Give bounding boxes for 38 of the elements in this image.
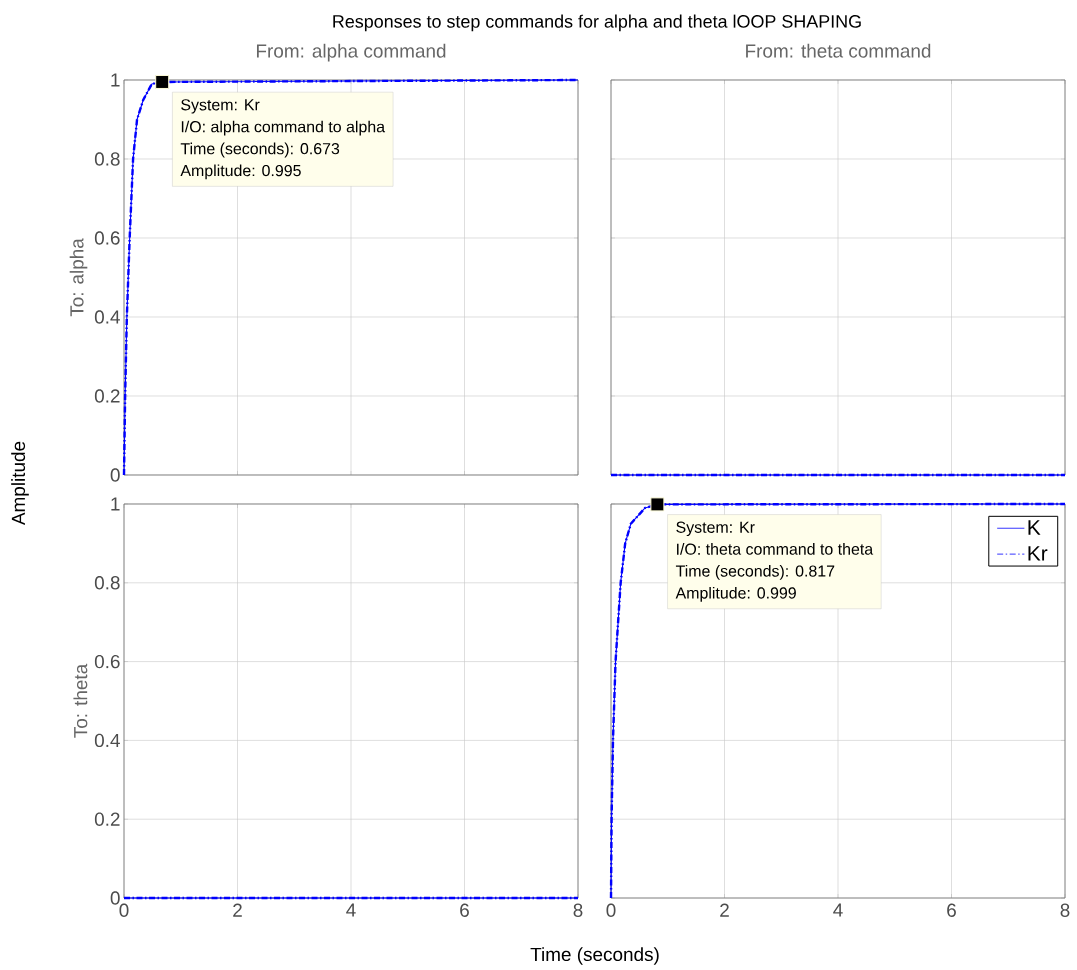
y-tick-label: 0.6: [94, 654, 120, 669]
text: Responses to step commands for alpha and theta lOOP SHAPING: [333, 14, 861, 32]
legend-label: Kr: [1028, 546, 1048, 561]
chart-title: From: theta command: [746, 43, 931, 58]
y-tick-label: 0.2: [94, 389, 120, 403]
annotation: I/O: theta command to theta: [677, 543, 874, 555]
x-tick-label: 2: [233, 903, 242, 917]
chart-title: From: alpha command: [256, 43, 446, 62]
text: Time (seconds): [530, 947, 659, 965]
x-tick-label: 4: [346, 903, 356, 917]
x-tick-label: 4: [833, 903, 843, 917]
annotation: I/O: alpha command to alpha: [181, 120, 386, 136]
annotation: Time (seconds): 0.817: [675, 565, 835, 580]
annotation: System: Kr: [181, 99, 260, 114]
annotation: Time (seconds): 0.673: [180, 142, 340, 158]
x-tick-label: 0: [606, 903, 616, 917]
text: Amplitude: [11, 441, 29, 526]
y-axis-title: To: theta: [73, 663, 88, 738]
y-tick-label: 1: [111, 73, 120, 87]
x-tick-label: 6: [460, 903, 469, 917]
y-tick-label: 0: [110, 468, 120, 482]
x-tick-label: 8: [573, 903, 583, 917]
x-tick-label: 6: [947, 903, 956, 917]
y-tick-label: 0.8: [94, 576, 120, 590]
annotation: System: Kr: [676, 521, 755, 537]
y-tick-label: 0.4: [94, 310, 120, 324]
annotation: Amplitude: 0.995: [180, 164, 301, 180]
x-tick-label: 8: [1060, 903, 1070, 917]
y-tick-label: 0.8: [94, 152, 120, 166]
y-axis-title: To: alpha: [69, 238, 88, 317]
y-tick-label: 1: [111, 497, 120, 511]
y-tick-label: 0.4: [94, 733, 120, 748]
y-tick-label: 0.6: [94, 231, 120, 245]
annotation: Amplitude: 0.999: [675, 586, 796, 602]
x-tick-label: 2: [720, 903, 729, 917]
y-tick-label: 0.2: [94, 812, 120, 826]
legend-label: K: [1028, 520, 1041, 535]
y-tick-label: 0: [110, 891, 120, 905]
